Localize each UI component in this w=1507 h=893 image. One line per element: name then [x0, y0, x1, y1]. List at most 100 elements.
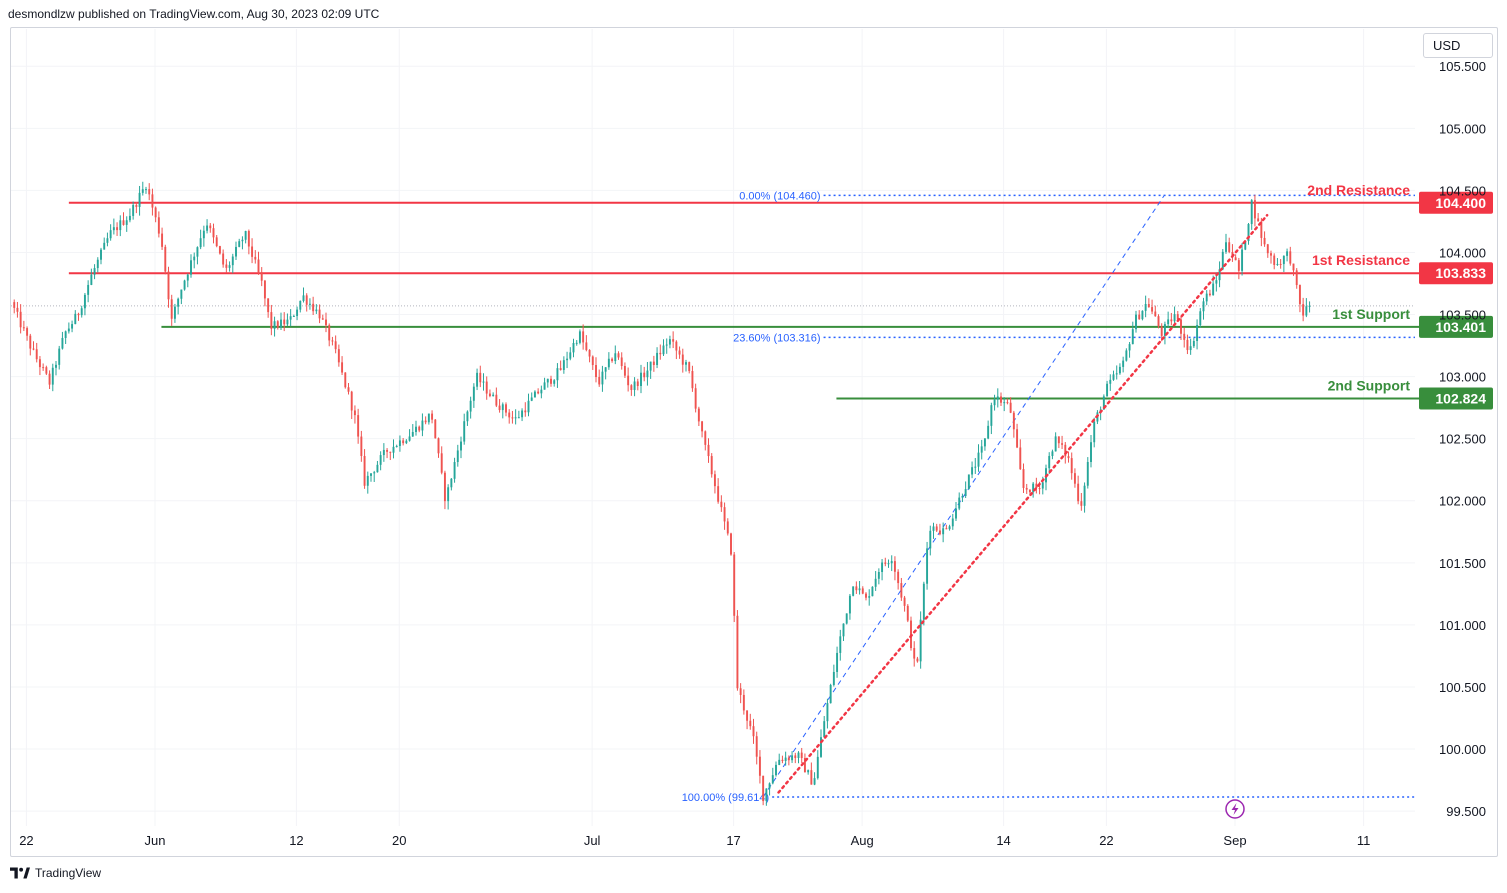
candle-body	[51, 367, 54, 385]
candle-body	[1241, 249, 1244, 271]
candle-body	[135, 205, 138, 207]
candle-body	[1196, 325, 1199, 342]
trendline[interactable]	[777, 213, 1269, 794]
candle-body	[572, 343, 575, 353]
candle-body	[1061, 443, 1064, 445]
candle-body	[1125, 350, 1128, 361]
candle-body	[787, 757, 790, 761]
price-tag-resistance	[1419, 191, 1493, 214]
candle-body	[932, 526, 935, 531]
y-tick-label: 101.500	[1439, 556, 1486, 571]
tradingview-logo-icon	[10, 867, 30, 879]
candle-body	[106, 238, 109, 243]
candle-body	[472, 386, 475, 401]
candle-body	[640, 372, 642, 387]
candle-body	[100, 249, 102, 260]
candle-body	[206, 225, 209, 231]
candle-body	[225, 264, 228, 268]
candle-body	[1273, 255, 1276, 265]
candle-body	[1208, 293, 1211, 296]
candle-body	[974, 466, 977, 468]
candle-body	[739, 688, 742, 695]
candle-body	[466, 411, 469, 422]
candle-body	[276, 321, 279, 328]
candle-body	[376, 464, 379, 473]
candle-body	[836, 652, 839, 672]
candle-body	[820, 737, 822, 757]
y-tick-label: 105.000	[1439, 121, 1486, 136]
level-lines	[68, 201, 1420, 400]
candle-body	[656, 352, 659, 366]
candle-body	[183, 280, 186, 290]
candle-body	[424, 420, 427, 423]
support-label: 2nd Support	[1328, 377, 1411, 393]
candle-body	[768, 783, 771, 789]
candle-body	[456, 450, 459, 463]
candle-body	[707, 444, 710, 457]
candle-body	[935, 526, 938, 531]
candle-body	[222, 253, 225, 265]
candle-body	[652, 361, 655, 366]
candle-body	[447, 487, 450, 502]
currency-selector[interactable]: USD	[1423, 33, 1493, 58]
candle-body	[517, 417, 520, 419]
candle-body	[1170, 319, 1173, 322]
candle-body	[1253, 200, 1256, 219]
candle-body	[527, 400, 530, 413]
candle-body	[386, 449, 389, 452]
candle-body	[431, 413, 434, 420]
candle-body	[1093, 421, 1096, 443]
candle-body	[32, 348, 35, 350]
candle-body	[334, 341, 337, 350]
candle-body	[938, 530, 941, 535]
candle-body	[685, 362, 687, 365]
candle-body	[1202, 301, 1205, 312]
price-axis[interactable]: 104.400 103.833 103.401 102.824 105.500 105.0…	[1419, 59, 1493, 819]
candle-body	[1221, 251, 1224, 270]
candle-body	[1151, 307, 1154, 312]
lightning-icon	[1231, 803, 1239, 815]
candle-body	[1109, 379, 1112, 384]
candle-body	[440, 453, 443, 473]
resistance-label: 1st Resistance	[1312, 252, 1410, 268]
candle-body	[321, 318, 324, 320]
candle-body	[1003, 402, 1006, 404]
candle-body	[662, 345, 665, 355]
candle-body	[1192, 341, 1195, 347]
candle-body	[331, 340, 334, 342]
candle-body	[337, 349, 340, 363]
candle-body	[540, 389, 543, 394]
price-tag-value: 104.400	[1435, 195, 1486, 211]
fib-level-label: 100.00% (99.614)	[682, 792, 769, 804]
candle-body	[196, 247, 199, 257]
candle-body	[235, 246, 237, 257]
candle-body	[186, 274, 189, 281]
fibonacci-retracement[interactable]: 0.00% (104.460) 23.60% (103.316) 100.00% (…	[682, 190, 1415, 804]
x-tick-label: Aug	[851, 833, 874, 848]
candle-body	[315, 309, 318, 312]
candle-body	[697, 408, 700, 422]
candle-body	[1147, 303, 1150, 308]
candle-body	[701, 421, 704, 432]
candle-body	[996, 396, 999, 400]
x-tick-label: 14	[996, 833, 1010, 848]
candle-body	[993, 399, 996, 406]
candle-body	[305, 295, 308, 305]
event-marker[interactable]	[1225, 799, 1245, 819]
candle-body	[1141, 310, 1144, 320]
candle-body	[775, 764, 777, 776]
candle-body	[784, 757, 787, 761]
candle-body	[1009, 402, 1012, 413]
candle-body	[823, 721, 826, 738]
candle-body	[1279, 263, 1282, 265]
candle-body	[749, 720, 752, 727]
candle-body	[167, 271, 170, 300]
candle-body	[1173, 314, 1176, 322]
time-axis[interactable]: 22 Jun 12 20 Jul 17 Aug 14 22 Sep 11	[19, 833, 1370, 848]
candle-body	[1228, 242, 1231, 252]
candle-body	[453, 462, 456, 479]
candle-body	[578, 331, 581, 343]
candle-body	[1263, 237, 1266, 245]
candle-body	[283, 319, 286, 325]
